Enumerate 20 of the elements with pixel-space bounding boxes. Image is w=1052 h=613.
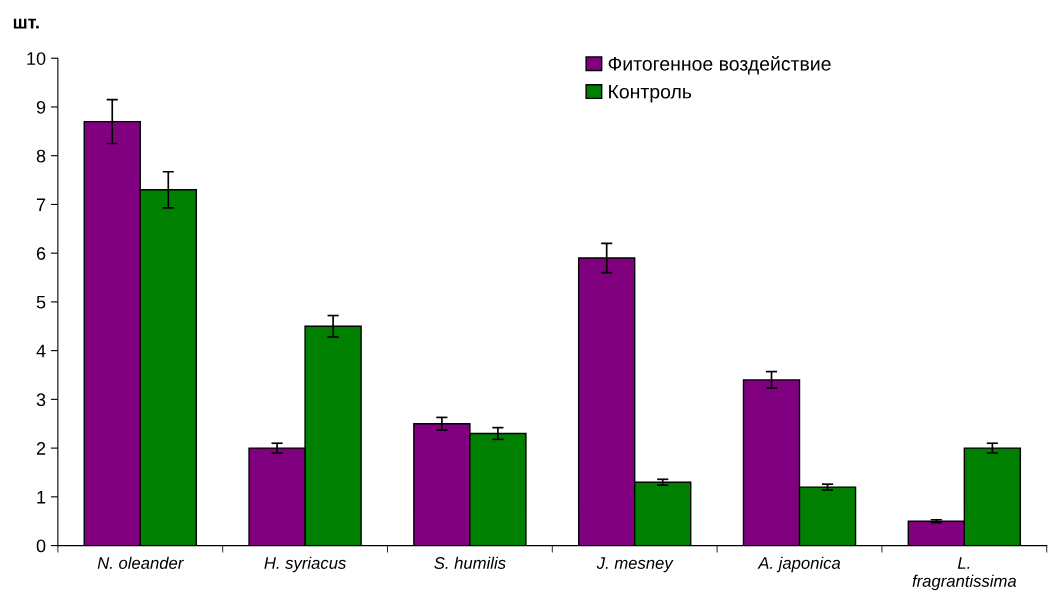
x-tick-label: S. humilis xyxy=(434,556,506,569)
y-tick-label: 2 xyxy=(36,442,46,455)
legend-label: Контроль xyxy=(609,84,692,103)
x-tick-label: N. oleander xyxy=(97,556,184,569)
y-tick-label: 5 xyxy=(36,296,46,309)
y-tick-label: 6 xyxy=(36,247,46,260)
x-tick-label: L. fragrantissima xyxy=(912,557,1017,591)
x-tick-label: A. japonica xyxy=(757,556,841,573)
y-tick-label: 10 xyxy=(27,52,46,65)
y-tick-label: 3 xyxy=(36,393,46,407)
y-tick-label: 0 xyxy=(36,539,46,553)
y-tick-label: 8 xyxy=(36,149,46,163)
x-tick-label: H. syriacus xyxy=(264,556,346,573)
y-tick-label: 9 xyxy=(36,100,46,114)
legend-label: Фитогенное воздействие xyxy=(608,56,831,75)
y-axis-title: шт. xyxy=(13,18,39,29)
x-tick-label: J. mesney xyxy=(596,557,674,573)
y-tick-label: 7 xyxy=(36,198,46,211)
y-tick-label: 4 xyxy=(36,344,46,358)
y-tick-label: 1 xyxy=(37,490,46,504)
